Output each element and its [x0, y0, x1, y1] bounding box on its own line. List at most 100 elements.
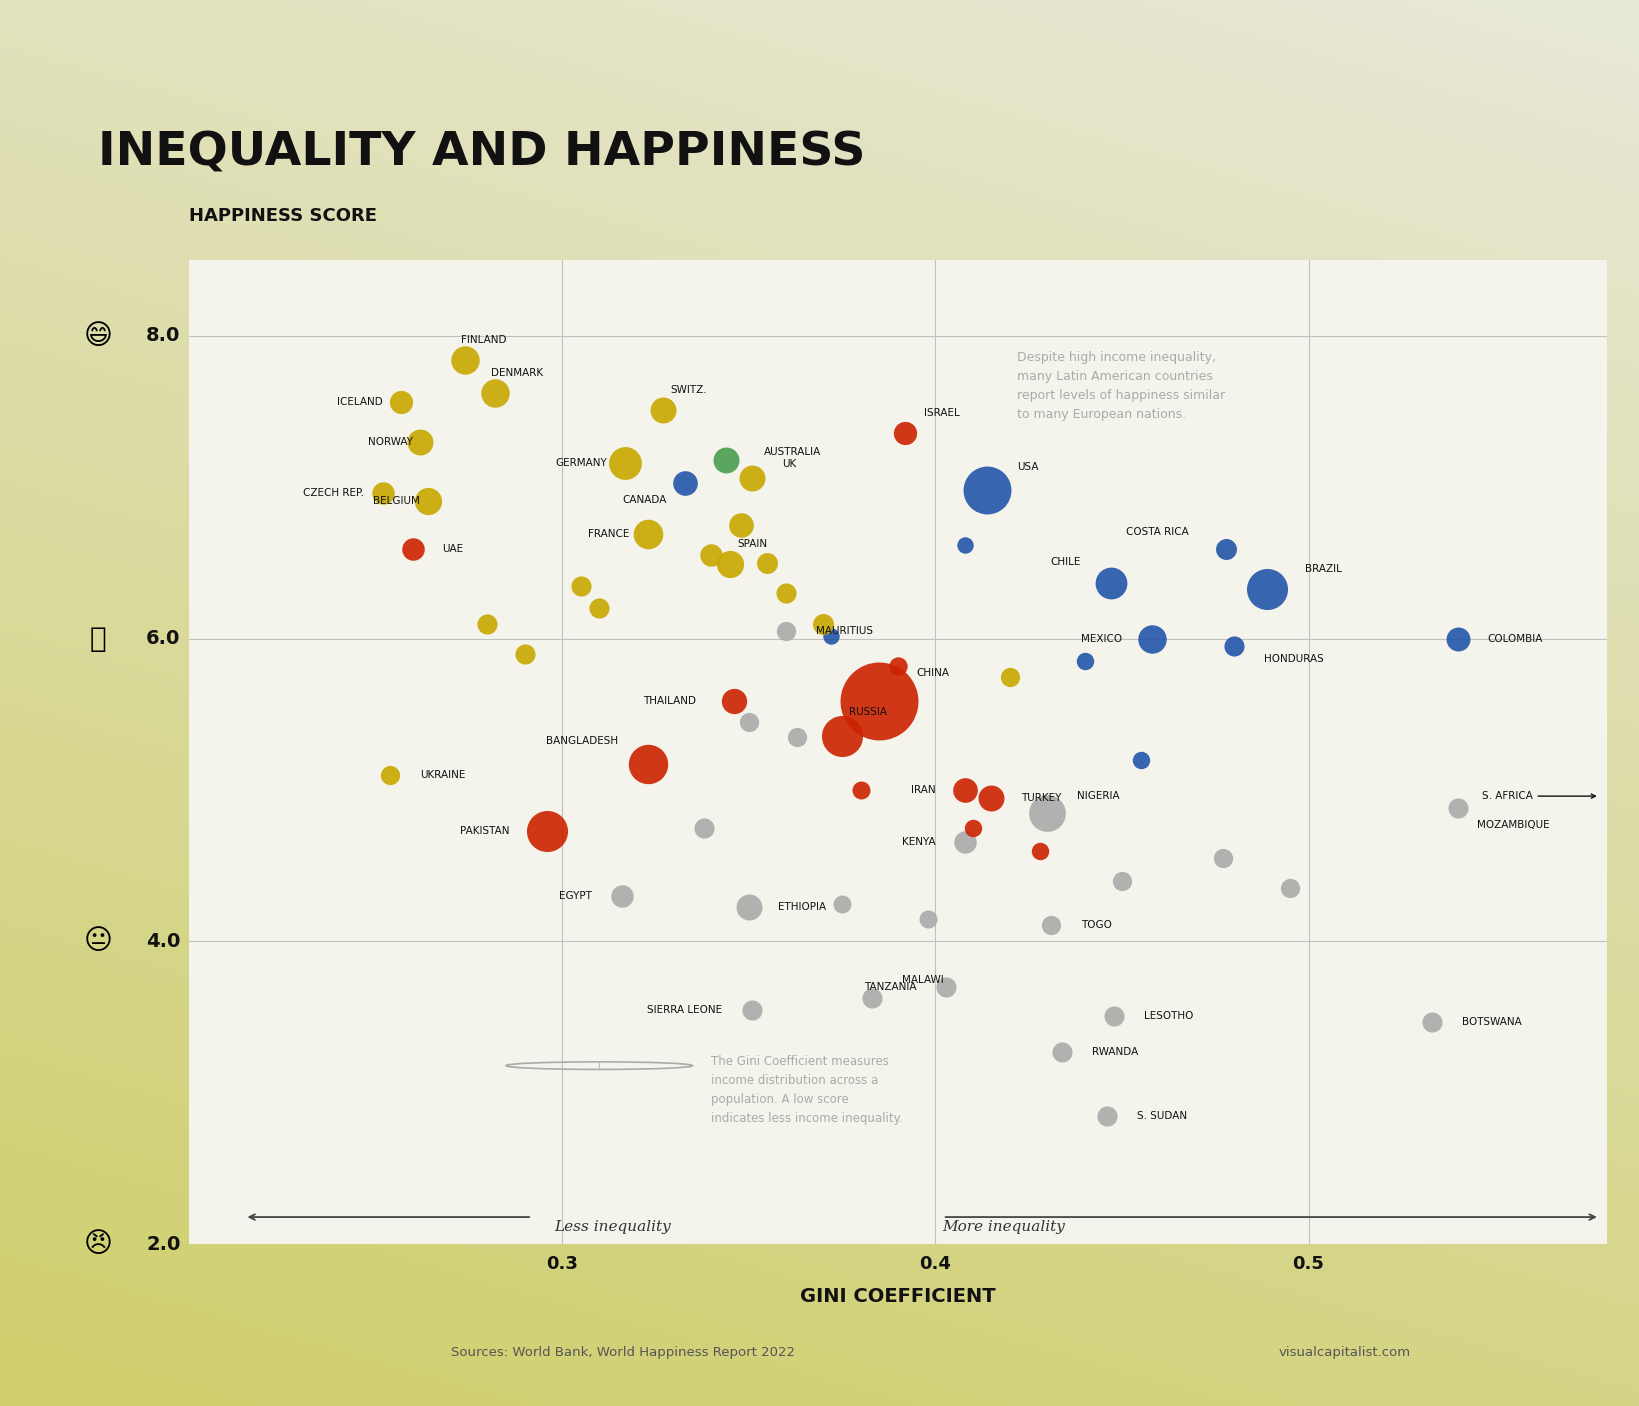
Text: BELGIUM: BELGIUM: [374, 496, 420, 506]
Point: [611, 451, 638, 474]
Point: [974, 479, 1000, 502]
Point: [772, 620, 798, 643]
Point: [567, 575, 593, 598]
Text: 😐: 😐: [84, 928, 113, 956]
Point: [734, 896, 760, 918]
Point: [783, 725, 810, 748]
Text: MALAWI: MALAWI: [901, 976, 942, 986]
Point: [977, 786, 1003, 808]
Point: [388, 391, 415, 413]
Text: GERMANY: GERMANY: [554, 458, 606, 468]
Point: [451, 349, 477, 371]
Text: FINLAND: FINLAND: [461, 335, 506, 344]
Text: DENMARK: DENMARK: [490, 368, 543, 378]
Text: The Gini Coefficient measures
income distribution across a
population. A low sco: The Gini Coefficient measures income dis…: [711, 1054, 903, 1125]
Point: [772, 582, 798, 605]
Point: [1210, 846, 1236, 869]
Point: [865, 689, 892, 711]
Text: MAURITIUS: MAURITIUS: [815, 626, 872, 636]
Point: [1137, 627, 1164, 650]
Point: [720, 689, 746, 711]
Point: [1219, 636, 1246, 658]
Text: NIGERIA: NIGERIA: [1077, 790, 1119, 800]
Text: THAILAND: THAILAND: [642, 696, 697, 706]
Point: [810, 612, 836, 634]
Text: COSTA RICA: COSTA RICA: [1126, 527, 1188, 537]
Text: TOGO: TOGO: [1080, 920, 1111, 929]
Point: [1254, 578, 1280, 600]
Point: [377, 763, 403, 786]
Text: HONDURAS: HONDURAS: [1264, 654, 1323, 664]
Point: [716, 553, 742, 575]
Point: [713, 449, 739, 471]
Point: [585, 598, 611, 620]
Point: [634, 523, 661, 546]
Text: 8.0: 8.0: [146, 326, 180, 346]
Text: Sources: World Bank, World Happiness Report 2022: Sources: World Bank, World Happiness Rep…: [451, 1346, 795, 1360]
Text: ETHIOPIA: ETHIOPIA: [779, 901, 826, 911]
Point: [818, 624, 844, 647]
Text: IRAN: IRAN: [910, 785, 934, 794]
Point: [1034, 801, 1060, 824]
Point: [369, 482, 395, 505]
Text: LESOTHO: LESOTHO: [1144, 1011, 1193, 1021]
Point: [1444, 797, 1470, 820]
Text: 2.0: 2.0: [146, 1234, 180, 1254]
Text: CHILE: CHILE: [1051, 558, 1080, 568]
Point: [482, 382, 508, 405]
Point: [754, 551, 780, 574]
Text: UAE: UAE: [443, 544, 464, 554]
Point: [511, 643, 538, 665]
Text: UK: UK: [782, 460, 797, 470]
Text: S. SUDAN: S. SUDAN: [1136, 1111, 1187, 1121]
Point: [1049, 1040, 1075, 1063]
Text: MOZAMBIQUE: MOZAMBIQUE: [1475, 820, 1549, 831]
Point: [1070, 650, 1096, 672]
Text: Less inequality: Less inequality: [554, 1220, 670, 1234]
Text: COLOMBIA: COLOMBIA: [1487, 634, 1542, 644]
Text: SIERRA LEONE: SIERRA LEONE: [647, 1005, 723, 1015]
Point: [959, 817, 985, 839]
Point: [608, 884, 634, 907]
Point: [885, 655, 911, 678]
Point: [734, 710, 760, 733]
Point: [474, 612, 500, 634]
Text: CANADA: CANADA: [621, 495, 665, 505]
Text: ICELAND: ICELAND: [336, 398, 382, 408]
Point: [739, 467, 765, 489]
Text: BANGLADESH: BANGLADESH: [546, 737, 618, 747]
Point: [1101, 1004, 1128, 1026]
Text: BRAZIL: BRAZIL: [1305, 564, 1341, 574]
Point: [859, 986, 885, 1008]
Point: [892, 422, 918, 444]
Text: 😄: 😄: [84, 322, 113, 350]
Text: INEQUALITY AND HAPPINESS: INEQUALITY AND HAPPINESS: [98, 131, 865, 176]
Text: 😠: 😠: [84, 1230, 113, 1258]
Point: [672, 471, 698, 494]
Point: [400, 538, 426, 561]
Point: [933, 976, 959, 998]
Text: i: i: [598, 1060, 600, 1070]
Text: HAPPINESS SCORE: HAPPINESS SCORE: [188, 207, 377, 225]
Text: RUSSIA: RUSSIA: [849, 707, 887, 717]
Text: MEXICO: MEXICO: [1080, 634, 1121, 644]
Point: [690, 817, 716, 839]
Point: [997, 665, 1023, 688]
Text: AUSTRALIA: AUSTRALIA: [764, 447, 820, 457]
Point: [534, 820, 561, 842]
Point: [415, 489, 441, 512]
Point: [698, 544, 724, 567]
Text: FRANCE: FRANCE: [587, 529, 629, 538]
Point: [406, 430, 433, 453]
Text: SPAIN: SPAIN: [738, 540, 767, 550]
Text: KENYA: KENYA: [901, 837, 934, 846]
Point: [739, 998, 765, 1021]
Text: NORWAY: NORWAY: [367, 437, 413, 447]
Point: [951, 779, 977, 801]
Point: [1026, 839, 1052, 862]
Point: [649, 399, 675, 422]
Text: TANZANIA: TANZANIA: [864, 981, 916, 991]
Point: [1037, 914, 1064, 936]
Text: S. AFRICA: S. AFRICA: [1480, 792, 1595, 801]
Text: TURKEY: TURKEY: [1021, 793, 1060, 803]
